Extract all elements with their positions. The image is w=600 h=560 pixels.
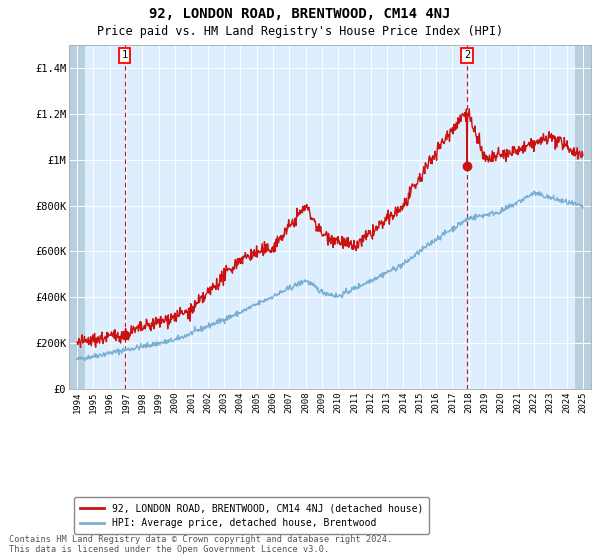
Text: 1: 1 [122,50,128,60]
Text: 2: 2 [464,50,470,60]
Bar [575,45,591,389]
Bar [69,45,85,389]
Legend: 92, LONDON ROAD, BRENTWOOD, CM14 4NJ (detached house), HPI: Average price, detac: 92, LONDON ROAD, BRENTWOOD, CM14 4NJ (de… [74,497,429,534]
Text: Price paid vs. HM Land Registry's House Price Index (HPI): Price paid vs. HM Land Registry's House … [97,25,503,38]
Text: 92, LONDON ROAD, BRENTWOOD, CM14 4NJ: 92, LONDON ROAD, BRENTWOOD, CM14 4NJ [149,7,451,21]
Text: Contains HM Land Registry data © Crown copyright and database right 2024.
This d: Contains HM Land Registry data © Crown c… [9,535,392,554]
